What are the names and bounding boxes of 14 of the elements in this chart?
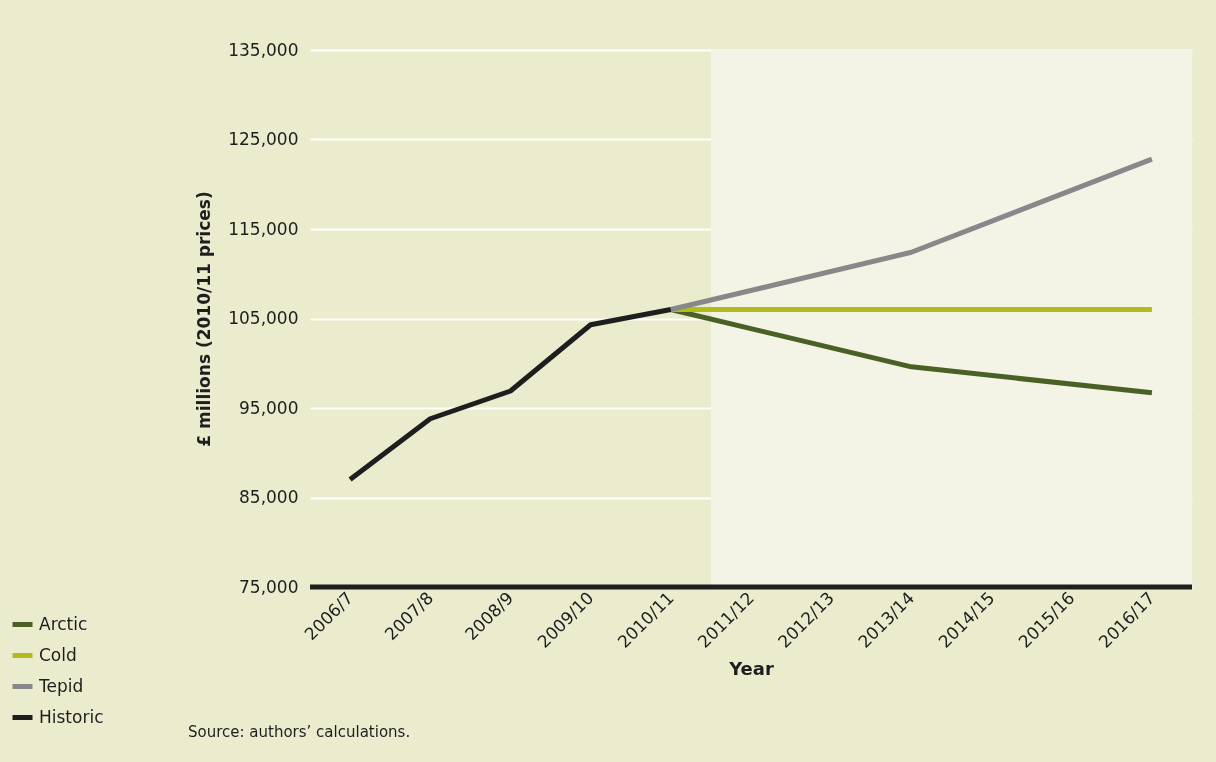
y-tick-label: 95,000 (239, 397, 299, 418)
y-tick-label: 105,000 (228, 308, 299, 328)
y-tick-label: 75,000 (239, 576, 299, 597)
legend-label: Tepid (38, 675, 84, 696)
y-tick-label: 135,000 (228, 39, 299, 60)
legend-label: Arctic (39, 613, 88, 634)
x-axis-title: Year (728, 658, 774, 680)
y-axis-title: £ millions (2010/11 prices) (194, 191, 215, 447)
source-note: Source: authors’ calculations. (188, 723, 411, 741)
y-tick-label: 85,000 (239, 487, 299, 507)
legend-label: Historic (39, 706, 104, 727)
y-tick-label: 125,000 (228, 129, 299, 149)
legend-label: Cold (39, 644, 77, 665)
y-tick-label: 115,000 (228, 218, 299, 239)
